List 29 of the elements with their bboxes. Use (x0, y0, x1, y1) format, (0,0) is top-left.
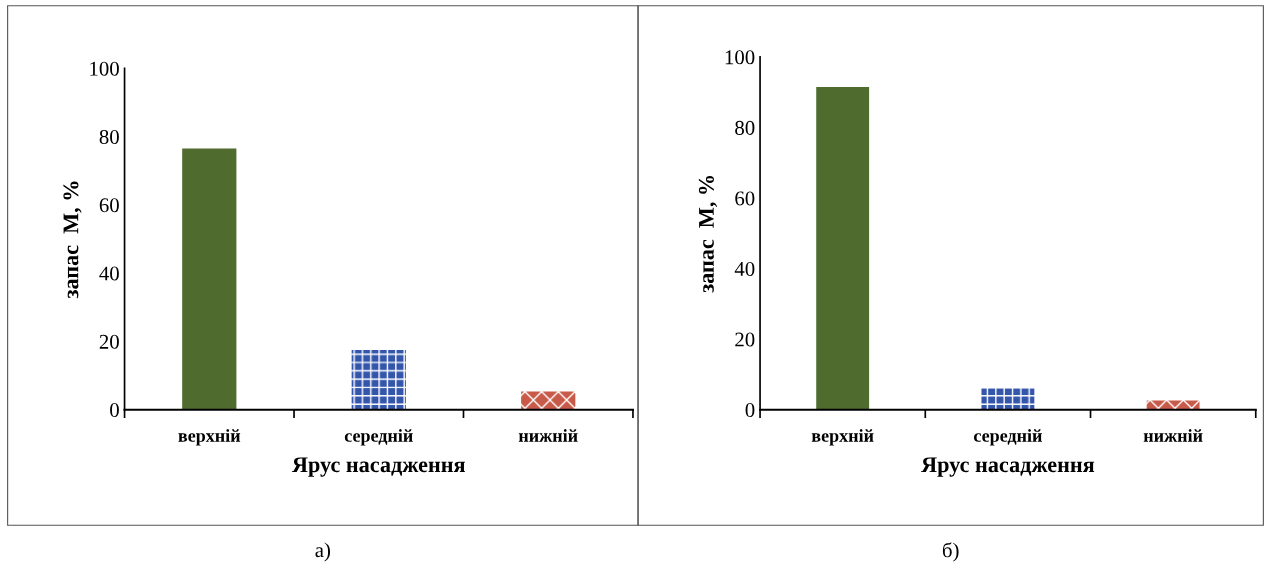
x-tick-label: середній (344, 429, 413, 446)
y-tick-label: 20 (99, 334, 119, 349)
y-tick-label: 40 (734, 261, 755, 276)
text: а) (315, 542, 331, 562)
x-tick-label: верхній (178, 429, 241, 446)
y-tick-label: 20 (735, 332, 755, 347)
y-tick-label: 0 (110, 403, 119, 418)
x-tick-label: верхній (811, 429, 874, 446)
y-tick-label: 80 (735, 120, 755, 135)
x-tick-label: нижній (518, 429, 578, 442)
y-tick-label: 40 (99, 266, 119, 281)
x-tick-label: нижній (1143, 429, 1203, 442)
bar (351, 349, 406, 410)
y-axis-title: запас М, % (698, 175, 718, 293)
bar (182, 148, 237, 410)
y-tick-label: 0 (745, 403, 755, 418)
text: б) (942, 542, 959, 562)
y-tick-label: 60 (735, 191, 755, 206)
bar (521, 391, 576, 410)
y-tick-label: 60 (99, 198, 119, 213)
x-tick-label: середній (974, 429, 1042, 446)
x-axis-title: Ярус насадження (921, 457, 1095, 477)
y-tick-label: 80 (99, 129, 119, 144)
y-tick-label: 100 (725, 50, 755, 65)
bar (816, 86, 870, 410)
bar (981, 388, 1035, 410)
x-axis-title: Ярус насадження (291, 457, 465, 477)
y-tick-label: 100 (90, 61, 119, 76)
y-axis-title: запас М, % (63, 181, 82, 299)
